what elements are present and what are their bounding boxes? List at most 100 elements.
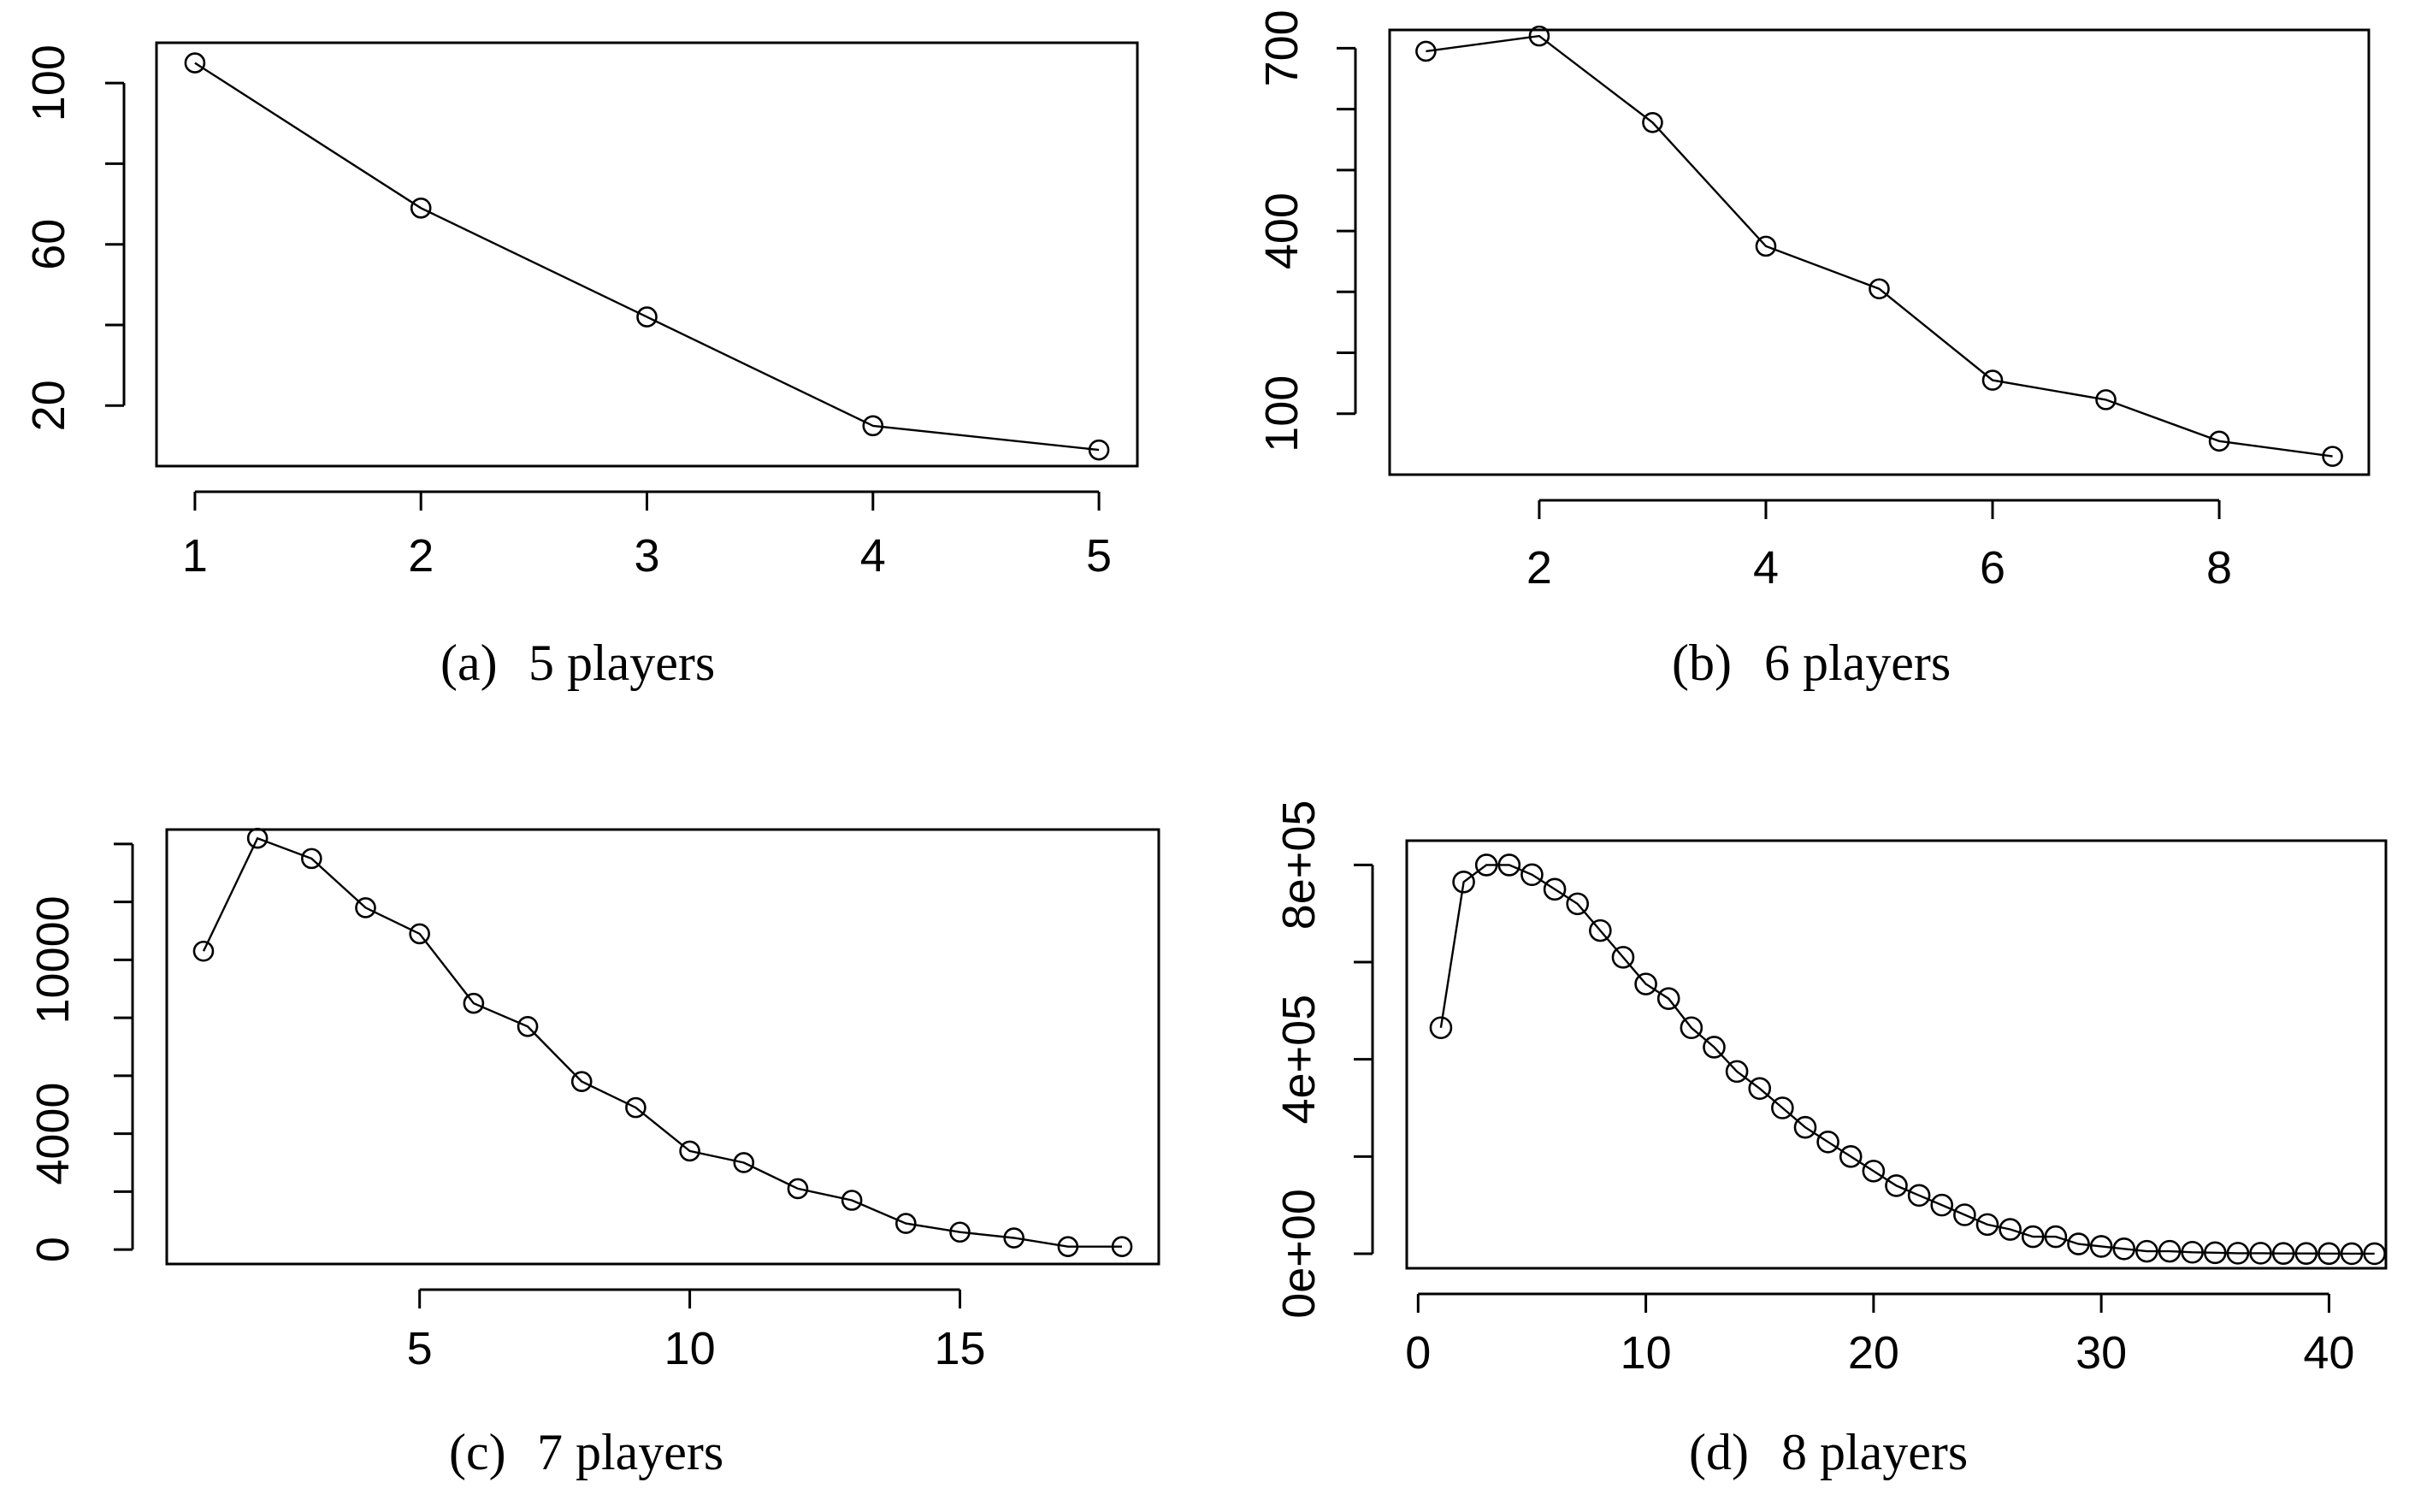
data-point	[787, 1178, 809, 1200]
data-point	[1975, 1213, 1999, 1237]
data-point	[1885, 1174, 1908, 1197]
data-point	[1415, 40, 1437, 62]
panel-a: 1 2 3 4 5 20 60 100	[23, 41, 1139, 582]
data-point	[2089, 1235, 2113, 1258]
x-tick-label: 40	[2303, 1327, 2354, 1379]
panel-b: 2 4 6 8 100 400 700	[1256, 9, 2371, 594]
series-line	[194, 62, 1100, 452]
data-point	[2249, 1242, 2272, 1265]
x-tick-label: 30	[2075, 1327, 2127, 1379]
data-point	[1003, 1227, 1024, 1249]
data-point	[2363, 1242, 2386, 1266]
y-tick-label: 60	[23, 219, 74, 270]
caption-b-text: 6 players	[1764, 635, 1951, 691]
data-point	[1999, 1218, 2022, 1241]
y-tick-label: 10000	[27, 895, 79, 1024]
y-tick-label: 400	[1256, 192, 1308, 269]
y-tick-label: 0	[27, 1237, 79, 1262]
data-point	[1930, 1193, 1954, 1217]
data-point	[862, 415, 884, 437]
x-tick-label: 4	[1753, 542, 1779, 594]
caption-a-label: (a)	[440, 635, 498, 691]
caption-d-text: 8 players	[1781, 1424, 1968, 1480]
caption-c-label: (c)	[449, 1424, 506, 1480]
data-point	[1429, 1016, 1453, 1040]
data-point	[949, 1221, 971, 1243]
x-tick-label: 5	[1086, 530, 1112, 582]
data-point	[1642, 111, 1663, 133]
data-point	[841, 1190, 863, 1211]
x-tick-label: 6	[1980, 542, 2005, 594]
data-point	[1452, 870, 1475, 894]
data-point	[2158, 1239, 2182, 1263]
data-point	[636, 306, 658, 328]
caption-b-label: (b)	[1672, 635, 1732, 691]
data-point	[410, 197, 432, 219]
x-tick-label: 2	[1526, 542, 1552, 594]
data-point	[570, 1071, 593, 1092]
data-point	[1656, 987, 1680, 1010]
series-line	[202, 836, 1122, 1248]
data-point	[301, 848, 322, 870]
data-point	[1520, 863, 1544, 887]
data-point	[246, 827, 269, 849]
data-point	[2322, 446, 2343, 467]
series-line	[1439, 864, 2375, 1255]
plot-frame	[165, 828, 1160, 1266]
data-point	[2340, 1242, 2364, 1266]
x-tick-label: 20	[1848, 1327, 1899, 1379]
data-point	[2112, 1237, 2136, 1261]
data-point	[517, 1015, 539, 1037]
x-tick-label: 2	[408, 530, 434, 582]
data-point	[1057, 1236, 1079, 1257]
data-point	[1543, 877, 1567, 901]
data-point	[2095, 389, 2117, 410]
x-tick-label: 0	[1405, 1327, 1431, 1379]
y-tick-label: 100	[23, 44, 74, 121]
data-point	[1611, 946, 1635, 969]
data-point	[1748, 1077, 1772, 1101]
data-point	[2181, 1240, 2204, 1264]
data-point	[2317, 1242, 2341, 1266]
data-point	[409, 923, 430, 945]
panel-c: 5 10 15 0 4000 10000	[27, 827, 1160, 1374]
data-point	[463, 992, 485, 1014]
y-tick-label: 4e+05	[1273, 995, 1325, 1125]
caption-a-text: 5 players	[528, 635, 715, 691]
data-point	[733, 1152, 755, 1173]
data-point	[1703, 1036, 1726, 1059]
data-point	[1528, 25, 1550, 47]
y-tick-label: 4000	[27, 1083, 79, 1185]
data-point	[2294, 1242, 2318, 1265]
data-point	[1755, 235, 1777, 257]
data-point	[1497, 853, 1521, 877]
data-point	[2067, 1232, 2090, 1255]
y-tick-label: 8e+05	[1273, 800, 1325, 930]
caption-d-label: (d)	[1689, 1424, 1749, 1480]
data-point	[1634, 972, 1657, 995]
data-point	[1953, 1203, 1976, 1226]
data-point	[625, 1096, 647, 1119]
data-point	[1981, 369, 2004, 391]
data-point	[2208, 430, 2230, 452]
data-point	[1680, 1016, 1703, 1040]
y-tick-label: 0e+00	[1273, 1189, 1325, 1319]
plot-frame	[155, 41, 1139, 468]
plot-frame	[1388, 28, 2371, 476]
x-tick-label: 15	[934, 1323, 985, 1374]
x-tick-label: 5	[407, 1323, 433, 1374]
y-tick-label: 20	[23, 380, 74, 431]
y-tick-label: 700	[1256, 9, 1308, 86]
data-point	[1816, 1130, 1839, 1154]
panel-d: 0 10 20 30 40 0e+00 4e+05 8e+05	[1273, 800, 2388, 1379]
x-tick-label: 10	[1621, 1327, 1672, 1379]
data-point	[2021, 1225, 2045, 1249]
data-point	[192, 940, 215, 962]
x-tick-label: 10	[664, 1323, 716, 1374]
data-point	[2135, 1239, 2158, 1263]
data-point	[1111, 1236, 1133, 1257]
data-point	[895, 1213, 917, 1234]
data-point	[1907, 1184, 1931, 1208]
data-point	[1839, 1145, 1863, 1168]
